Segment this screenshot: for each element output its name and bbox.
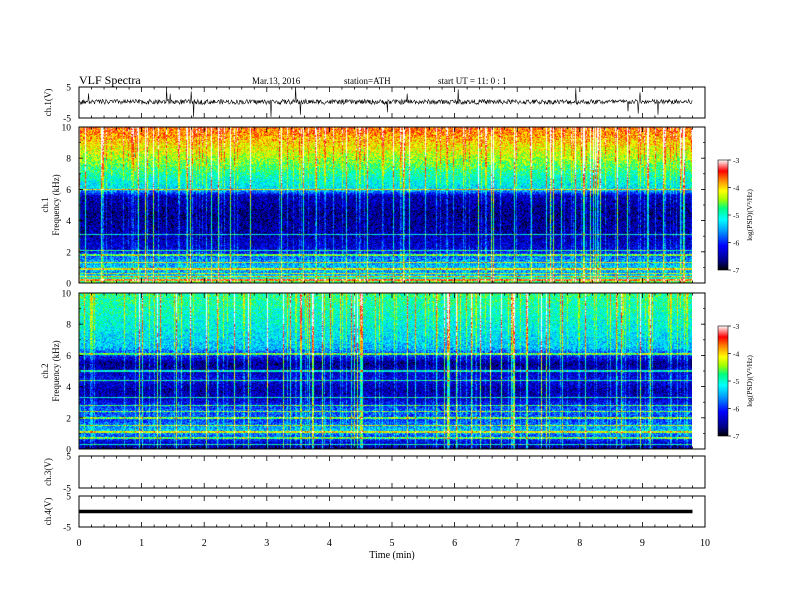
station-label: station=ATH <box>344 76 391 86</box>
channel-label-ch2-spectrogram: ch.2 <box>40 363 50 378</box>
ytick-label-ch2-spectrogram: 2 <box>66 414 71 424</box>
ytick-label-ch3-waveform: 5 <box>66 453 71 463</box>
colorbar-tick-label: -4 <box>733 184 739 193</box>
ytick-label-ch1-waveform: -5 <box>63 115 71 125</box>
colorbar-tick-label: -7 <box>733 432 739 441</box>
colorbar-tick-label: -4 <box>733 350 739 359</box>
colorbar-tick-label: -5 <box>733 211 739 220</box>
colorbar-tick-label: -6 <box>733 239 739 248</box>
xtick-label: 2 <box>202 538 207 549</box>
ytick-label-ch2-spectrogram: 0 <box>66 446 71 456</box>
ytick-label-ch2-spectrogram: 10 <box>62 290 72 300</box>
waveform-layer <box>78 86 693 514</box>
ytick-label-ch1-spectrogram: 8 <box>66 155 71 165</box>
spectrogram-ch1-spectrogram <box>79 127 692 283</box>
xtick-label: 6 <box>452 538 457 549</box>
ytick-label-ch2-spectrogram: 4 <box>66 383 71 393</box>
colorbar-layer: -3 -4 -5 -6 -7 log(PSD)(V²/Hz) -3 -4 -5 -6 -7 log(P… <box>717 156 754 441</box>
ytick-label-ch1-spectrogram: 6 <box>66 186 71 196</box>
ytick-label-ch1-spectrogram: 10 <box>62 124 72 134</box>
ytick-label-ch1-spectrogram: 2 <box>66 248 71 258</box>
xtick-label: 10 <box>700 538 710 549</box>
x-axis-label: Time (min) <box>369 550 414 561</box>
colorbar-tick-label: -3 <box>733 322 739 331</box>
spectrogram-layer <box>79 127 692 449</box>
start-ut-label: start UT = 11: 0 : 1 <box>438 76 507 86</box>
xtick-label: 4 <box>327 538 332 549</box>
ytick-label-ch4-waveform: -5 <box>63 524 71 534</box>
colorbar-ch2-spectrogram <box>717 325 729 437</box>
trace-ch1-waveform <box>78 86 693 118</box>
xtick-label: 8 <box>577 538 582 549</box>
recording-date: Mar.13, 2016 <box>252 76 301 86</box>
colorbar-tick-label: -3 <box>733 156 739 165</box>
xtick-label: 3 <box>264 538 269 549</box>
ylabel-ch4-waveform: ch.4(V) <box>43 498 53 526</box>
xtick-label: 1 <box>139 538 144 549</box>
ytick-label-ch1-spectrogram: 0 <box>66 280 71 290</box>
colorbar-tick-label: -6 <box>733 405 739 414</box>
xtick-label: 5 <box>390 538 395 549</box>
colorbar-tick-label: -5 <box>733 377 739 386</box>
ytick-label-ch1-waveform: 5 <box>66 84 71 94</box>
xtick-label: 9 <box>640 538 645 549</box>
ylabel-ch3-waveform: ch.3(V) <box>43 458 53 486</box>
ylabel-ch2-spectrogram: Frequency (kHz) <box>51 340 61 401</box>
xtick-label: 0 <box>77 538 82 549</box>
colorbar-label-ch2-spectrogram: log(PSD)(V²/Hz) <box>745 355 754 407</box>
xtick-label: 7 <box>515 538 520 549</box>
colorbar-tick-label: -7 <box>733 266 739 275</box>
ytick-label-ch4-waveform: 5 <box>66 493 71 503</box>
channel-label-ch1-spectrogram: ch.1 <box>40 197 50 212</box>
colorbar-ch1-spectrogram <box>717 159 729 271</box>
ytick-label-ch2-spectrogram: 6 <box>66 352 71 362</box>
ylabel-ch1-spectrogram: Frequency (kHz) <box>51 174 61 235</box>
ytick-label-ch3-waveform: -5 <box>63 485 71 495</box>
ytick-label-ch2-spectrogram: 8 <box>66 321 71 331</box>
ylabel-ch1-waveform: ch.1(V) <box>43 89 53 117</box>
chart-title: VLF Spectra <box>79 73 141 87</box>
ytick-label-ch1-spectrogram: 4 <box>66 217 71 227</box>
colorbar-label-ch1-spectrogram: log(PSD)(V²/Hz) <box>745 189 754 241</box>
spectrogram-ch2-spectrogram <box>79 293 692 449</box>
